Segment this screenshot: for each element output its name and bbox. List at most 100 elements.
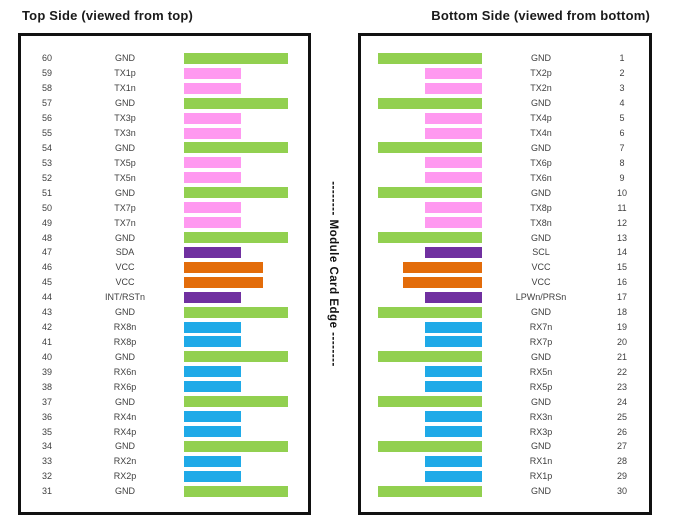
pin-row-1: GND 1: [361, 51, 649, 66]
pin-name: RX5p: [529, 381, 553, 392]
pin-bar-area: [378, 411, 482, 423]
pin-row-35: 35 RX4p: [21, 424, 308, 439]
pin-name: TX5p: [114, 157, 136, 168]
pin-bar-area: [378, 381, 482, 393]
pin-row-51: 51 GND: [21, 185, 308, 200]
pin-row-60: 60 GND: [21, 51, 308, 66]
pin-number: 19: [616, 322, 627, 333]
pin-row-45: 45 VCC: [21, 275, 308, 290]
pin-name: TX4p: [530, 113, 552, 124]
pin-number: 40: [41, 351, 52, 362]
pin-number: 20: [616, 336, 627, 347]
pin-name: VCC: [531, 277, 551, 288]
pin-name: RX4n: [113, 411, 137, 422]
pin-bar-rx: [425, 470, 482, 482]
pin-bar-area: [184, 246, 294, 258]
bottom-side-title: Bottom Side (viewed from bottom): [431, 8, 650, 23]
pin-number: 14: [616, 247, 627, 258]
pin-name: SDA: [115, 247, 135, 258]
pin-bar-area: [378, 232, 482, 244]
pin-name: GND: [531, 53, 551, 64]
pin-bar-tx: [425, 157, 482, 169]
pin-bar-tx: [184, 217, 241, 229]
pin-number: 58: [41, 83, 52, 94]
pin-bar-area: [378, 157, 482, 169]
pin-bar-rx: [425, 381, 482, 393]
pin-row-18: GND 18: [361, 305, 649, 320]
pin-bar-area: [184, 381, 294, 393]
pin-number: 4: [619, 98, 625, 109]
pin-name: GND: [531, 98, 551, 109]
pin-bar-area: [378, 366, 482, 378]
pin-name: GND: [115, 142, 135, 153]
pin-name: GND: [115, 486, 135, 497]
pin-name: GND: [531, 307, 551, 318]
pin-number: 21: [616, 351, 627, 362]
pin-number: 42: [41, 322, 52, 333]
pin-row-42: 42 RX8n: [21, 320, 308, 335]
pin-bar-tx: [184, 157, 241, 169]
pin-bar-gnd: [184, 187, 288, 199]
pin-number: 59: [41, 68, 52, 79]
pin-number: 27: [616, 441, 627, 452]
pin-name: INT/RSTn: [104, 292, 145, 303]
pin-number: 39: [41, 366, 52, 377]
pin-row-44: 44 INT/RSTn: [21, 290, 308, 305]
pin-bar-area: [378, 217, 482, 229]
pin-row-8: TX6p 8: [361, 155, 649, 170]
pin-name: GND: [531, 187, 551, 198]
pin-name: RX7p: [529, 336, 553, 347]
pin-name: TX5n: [114, 172, 136, 183]
pin-number: 5: [619, 113, 625, 124]
pin-name: TX7p: [114, 202, 136, 213]
top-side-pin-list: 60 GND 59 TX1p 58 TX1n 57 GND 56 TX3p 55 TX3n 54 GND 5…: [21, 36, 308, 499]
pin-number: 52: [41, 172, 52, 183]
pin-name: TX1p: [114, 68, 136, 79]
pin-number: 2: [619, 68, 625, 79]
pin-name: RX8p: [113, 336, 137, 347]
pin-name: TX6p: [530, 157, 552, 168]
pin-name: GND: [531, 396, 551, 407]
pin-number: 48: [41, 232, 52, 243]
pin-bar-area: [378, 127, 482, 139]
pin-number: 38: [41, 381, 52, 392]
pin-bar-area: [378, 485, 482, 497]
pin-bar-gnd: [184, 306, 288, 318]
pin-name: TX6n: [530, 172, 552, 183]
pin-number: 44: [41, 292, 52, 303]
pin-bar-tx: [184, 67, 241, 79]
pin-number: 12: [616, 217, 627, 228]
pin-bar-tx: [184, 127, 241, 139]
pin-bar-area: [184, 112, 294, 124]
pin-bar-gnd: [378, 396, 482, 408]
pin-bar-gnd: [378, 187, 482, 199]
pin-name: GND: [531, 441, 551, 452]
pin-number: 23: [616, 381, 627, 392]
pin-bar-gnd: [184, 396, 288, 408]
pin-row-16: VCC 16: [361, 275, 649, 290]
pin-row-47: 47 SDA: [21, 245, 308, 260]
pin-name: VCC: [115, 262, 135, 273]
pin-number: 36: [41, 411, 52, 422]
pin-bar-area: [184, 187, 294, 199]
pin-bar-gnd: [378, 440, 482, 452]
pin-bar-area: [184, 426, 294, 437]
pin-bar-area: [184, 232, 294, 244]
pin-bar-tx: [184, 172, 241, 184]
pin-bar-area: [378, 470, 482, 482]
pin-bar-area: [378, 142, 482, 154]
pin-number: 11: [617, 202, 627, 213]
pin-bar-tx: [184, 202, 241, 214]
pin-name: GND: [115, 396, 135, 407]
pin-bar-area: [184, 306, 294, 318]
pin-bar-rx: [425, 426, 482, 437]
pin-bar-gnd: [184, 485, 288, 497]
pin-name: TX8n: [530, 217, 552, 228]
pin-bar-area: [378, 187, 482, 199]
pin-row-36: 36 RX4n: [21, 409, 308, 424]
pin-row-25: RX3n 25: [361, 409, 649, 424]
pin-bar-rx: [425, 366, 482, 378]
pin-bar-area: [184, 142, 294, 154]
pin-row-31: 31 GND: [21, 484, 308, 499]
pin-name: GND: [531, 142, 551, 153]
